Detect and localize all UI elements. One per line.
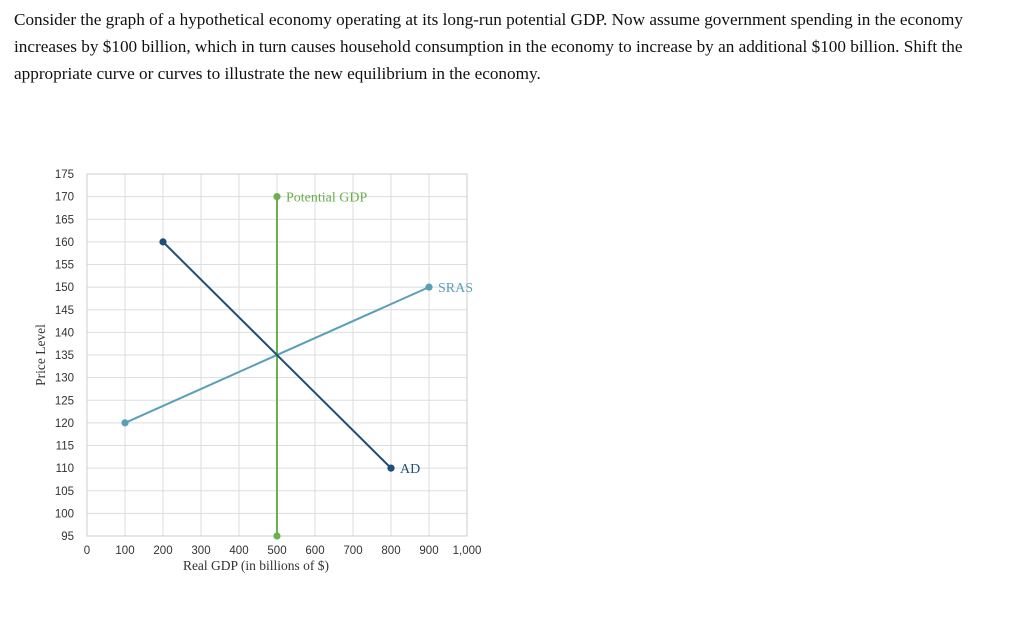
- y-tick-label: 150: [55, 282, 74, 294]
- sras-label: SRAS: [438, 281, 473, 296]
- x-tick-label: 400: [229, 545, 248, 557]
- potential-gdp-label: Potential GDP: [286, 191, 367, 206]
- chart-series: [121, 193, 433, 540]
- y-tick-label: 155: [55, 260, 74, 272]
- ad-handle-start[interactable]: [159, 238, 167, 246]
- y-tick-label: 130: [55, 373, 74, 385]
- question-text: Consider the graph of a hypothetical eco…: [14, 10, 963, 83]
- y-tick-label: 170: [55, 192, 74, 204]
- sras-handle-start[interactable]: [121, 419, 129, 427]
- y-tick-label: 125: [55, 395, 74, 407]
- ad-label: AD: [400, 462, 420, 477]
- sras-handle-end[interactable]: [425, 283, 433, 291]
- x-tick-label: 700: [343, 545, 362, 557]
- x-tick-label: 200: [153, 545, 172, 557]
- y-tick-label: 95: [61, 531, 74, 543]
- chart-labels: Potential GDP SRAS AD: [286, 191, 473, 478]
- x-tick-label: 1,000: [453, 545, 482, 557]
- x-tick-label: 600: [305, 545, 324, 557]
- x-axis-title: Real GDP (in billions of $): [183, 558, 329, 573]
- chart-axes: 95 100 105 110 115 120 125 130 135 140 145 150 155 16…: [33, 169, 481, 573]
- y-tick-label: 120: [55, 418, 74, 430]
- y-tick-label: 135: [55, 350, 74, 362]
- ad-curve[interactable]: [162, 241, 392, 469]
- potential-gdp-handle-end[interactable]: [273, 193, 281, 201]
- x-tick-label: 500: [267, 545, 286, 557]
- y-tick-label: 145: [55, 305, 74, 317]
- x-tick-label: 100: [115, 545, 134, 557]
- y-tick-label: 160: [55, 237, 74, 249]
- potential-gdp-handle-start[interactable]: [273, 532, 281, 540]
- x-tick-label: 800: [381, 545, 400, 557]
- x-tick-label: 900: [419, 545, 438, 557]
- y-tick-label: 140: [55, 327, 74, 339]
- y-axis-title: Price Level: [33, 324, 48, 386]
- y-tick-label: 100: [55, 508, 74, 520]
- y-tick-label: 165: [55, 214, 74, 226]
- ad-handle-end[interactable]: [387, 464, 395, 472]
- x-tick-label: 0: [84, 545, 90, 557]
- y-tick-label: 110: [56, 463, 74, 475]
- y-tick-label: 105: [55, 486, 74, 498]
- x-tick-label: 300: [191, 545, 210, 557]
- y-tick-label: 115: [56, 441, 74, 453]
- y-tick-label: 175: [55, 169, 74, 181]
